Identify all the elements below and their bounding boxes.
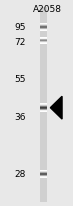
Bar (40, 25, 47, 26)
Bar (40, 43, 47, 44)
Bar (40, 105, 47, 106)
Bar (40, 41, 47, 42)
Bar (40, 39, 47, 40)
Bar (40, 170, 47, 171)
Bar (40, 103, 47, 104)
Bar (40, 31, 47, 32)
Bar (40, 111, 47, 112)
Bar (40, 110, 47, 111)
Bar (40, 104, 47, 105)
Bar (40, 27, 47, 28)
Bar (40, 30, 47, 31)
Text: 72: 72 (14, 38, 26, 47)
Text: 95: 95 (14, 23, 26, 32)
Bar (40, 28, 47, 29)
Text: 36: 36 (14, 113, 26, 122)
Bar (40, 173, 47, 174)
Bar (40, 38, 47, 39)
Bar (40, 107, 47, 108)
Text: 55: 55 (14, 75, 26, 84)
Bar (40, 175, 47, 176)
Bar (40, 177, 47, 178)
Text: 28: 28 (14, 170, 26, 179)
Bar (40, 176, 47, 177)
Text: A2058: A2058 (33, 5, 62, 14)
Bar (40, 42, 47, 43)
Bar (40, 174, 47, 175)
Bar (40, 172, 47, 173)
Bar (40, 108, 47, 109)
Bar (40, 26, 47, 27)
Polygon shape (50, 97, 62, 119)
Bar (40, 38, 47, 39)
Bar (40, 109, 47, 110)
Bar (40, 171, 47, 172)
Bar (40, 24, 47, 25)
Bar (40, 41, 47, 42)
Bar (40, 112, 47, 113)
Bar (40, 40, 47, 41)
Bar (40, 8, 47, 202)
Bar (40, 106, 47, 107)
Bar (40, 29, 47, 30)
